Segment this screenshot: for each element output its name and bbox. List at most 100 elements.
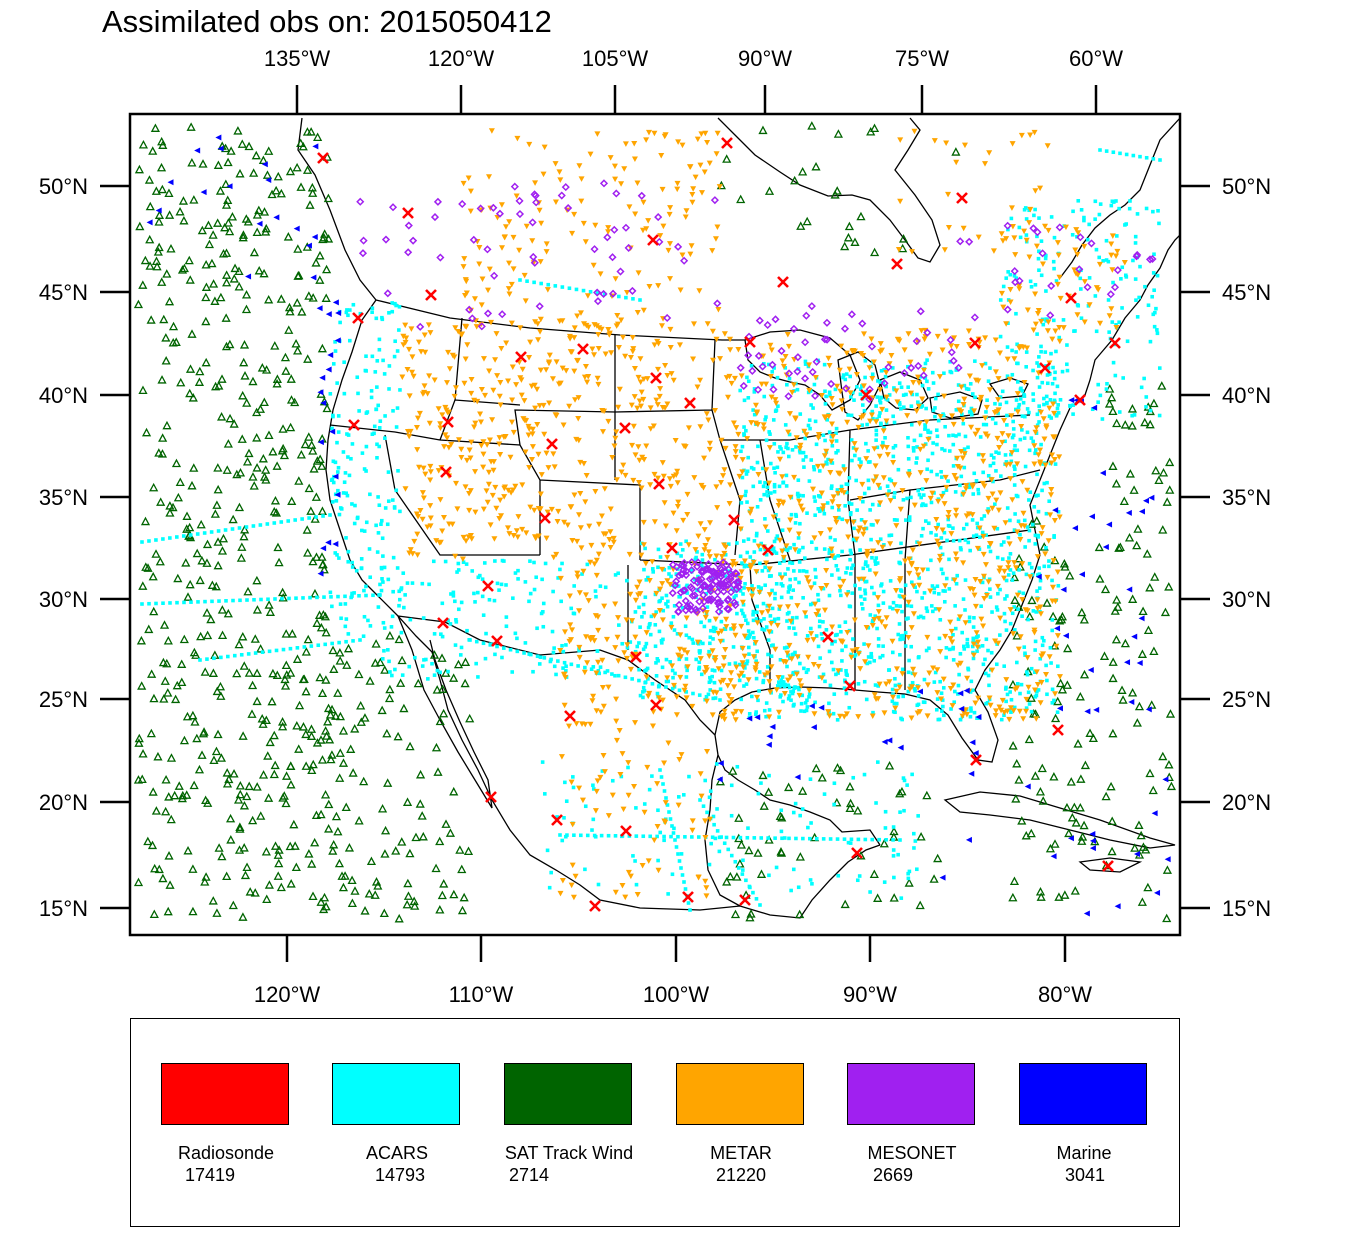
metar-marker	[540, 171, 547, 178]
metar-marker	[670, 377, 677, 384]
acars-marker	[954, 408, 959, 412]
sat-track-wind-marker	[217, 374, 227, 383]
acars-marker	[1135, 212, 1140, 216]
acars-marker	[1071, 412, 1075, 416]
acars-marker	[934, 533, 938, 537]
acars-marker	[1076, 303, 1081, 308]
metar-marker	[838, 343, 845, 350]
acars-marker	[821, 433, 826, 438]
acars-marker	[1037, 572, 1042, 576]
sat-track-wind-marker	[833, 129, 843, 138]
metar-marker	[486, 266, 493, 273]
acars-marker	[493, 652, 497, 657]
acars-marker	[860, 577, 864, 581]
acars-marker	[919, 614, 923, 619]
acars-marker	[780, 583, 785, 588]
acars-marker	[217, 599, 221, 603]
acars-marker	[394, 488, 399, 493]
acars-marker	[846, 590, 851, 594]
metar-marker	[702, 834, 709, 841]
sat-track-wind-marker	[281, 660, 291, 670]
sat-track-wind-marker	[213, 484, 223, 494]
metar-marker	[595, 331, 602, 338]
metar-marker	[671, 682, 678, 689]
sat-track-wind-marker	[1099, 651, 1110, 660]
metar-marker	[1044, 328, 1051, 334]
acars-marker	[523, 641, 528, 645]
acars-marker	[779, 693, 783, 697]
acars-marker	[307, 516, 311, 520]
sat-track-wind-marker	[252, 463, 262, 472]
left-axis-label: 30°N	[39, 587, 88, 612]
acars-marker	[763, 583, 767, 588]
acars-marker	[572, 833, 576, 838]
metar-marker	[1024, 608, 1031, 614]
acars-marker	[1152, 324, 1157, 329]
sat-track-wind-marker	[249, 481, 259, 490]
acars-marker	[708, 679, 713, 683]
acars-marker	[797, 687, 801, 692]
acars-marker	[1027, 538, 1031, 543]
acars-marker	[817, 469, 822, 473]
metar-marker	[758, 381, 765, 388]
metar-marker	[613, 696, 620, 703]
metar-marker	[677, 632, 684, 638]
sat-track-wind-marker	[798, 786, 808, 795]
sat-track-wind-marker	[270, 495, 281, 505]
acars-marker	[564, 799, 569, 804]
acars-marker	[926, 458, 930, 463]
acars-marker	[1036, 256, 1041, 261]
acars-marker	[345, 493, 350, 498]
acars-marker	[1018, 532, 1022, 537]
metar-marker	[736, 673, 743, 679]
acars-marker	[869, 522, 874, 527]
sat-track-wind-marker	[269, 730, 279, 740]
acars-marker	[853, 583, 857, 588]
metar-marker	[576, 644, 583, 651]
metar-marker	[1045, 538, 1052, 544]
sat-track-wind-marker	[306, 724, 317, 733]
acars-marker	[1079, 316, 1084, 320]
acars-marker	[787, 685, 792, 690]
metar-marker	[1056, 325, 1063, 331]
metar-marker	[485, 287, 492, 294]
metar-marker	[804, 637, 811, 644]
metar-marker	[556, 381, 563, 388]
acars-marker	[983, 657, 987, 662]
metar-marker	[1032, 291, 1039, 298]
metar-marker	[959, 455, 966, 462]
acars-marker	[336, 465, 341, 470]
sat-track-wind-marker	[843, 232, 854, 242]
acars-marker	[1090, 407, 1095, 412]
metar-marker	[571, 368, 578, 375]
metar-marker	[793, 671, 800, 678]
metar-marker	[911, 502, 918, 509]
sat-track-wind-marker	[145, 201, 155, 211]
acars-marker	[946, 523, 951, 528]
acars-marker	[998, 402, 1002, 407]
sat-track-wind-marker	[161, 356, 171, 365]
acars-marker	[464, 562, 469, 566]
acars-marker	[966, 667, 971, 672]
acars-marker	[764, 625, 769, 629]
metar-marker	[521, 417, 528, 424]
acars-marker	[849, 837, 854, 842]
sat-track-wind-marker	[257, 363, 267, 372]
sat-track-wind-marker	[1137, 649, 1148, 658]
acars-marker	[551, 589, 555, 594]
metar-marker	[875, 609, 882, 615]
acars-marker	[362, 614, 367, 619]
metar-marker	[676, 342, 683, 348]
acars-marker	[480, 577, 485, 581]
acars-marker	[576, 664, 580, 668]
metar-marker	[685, 425, 692, 431]
metar-marker	[558, 754, 565, 760]
acars-marker	[903, 583, 908, 588]
metar-marker	[981, 483, 988, 489]
acars-marker	[984, 701, 988, 706]
acars-marker	[682, 880, 686, 884]
sat-track-wind-marker	[221, 313, 231, 322]
acars-marker	[860, 423, 865, 427]
metar-marker	[557, 575, 564, 582]
metar-marker	[718, 628, 725, 635]
